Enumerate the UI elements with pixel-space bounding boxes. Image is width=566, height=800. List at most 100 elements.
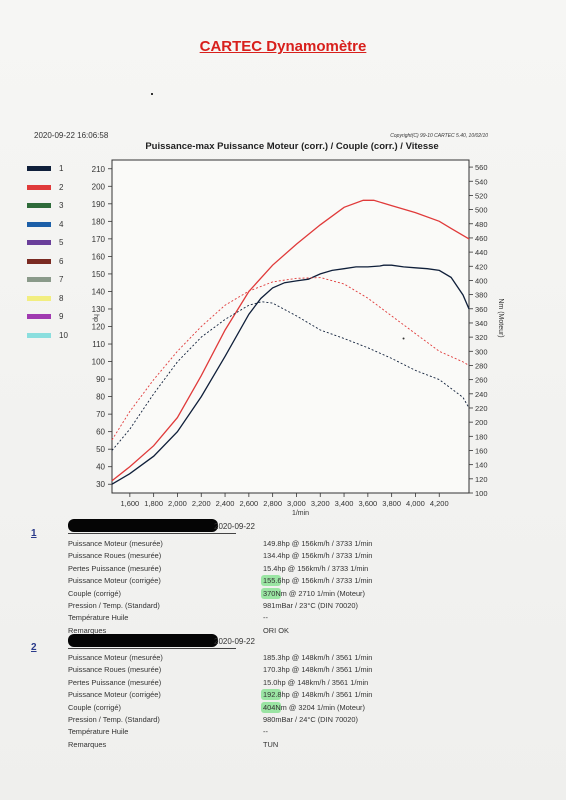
x-tick-label: 2,000 — [168, 499, 187, 508]
result-value: 170.3hp @ 148km/h / 3561 1/min — [263, 665, 373, 675]
result-value: 149.8hp @ 156km/h / 3733 1/min — [263, 539, 373, 548]
result-label: Pression / Temp. (Standard) — [68, 601, 160, 610]
result-label: Puissance Moteur (mesurée) — [68, 653, 163, 662]
y-left-tick-label: 40 — [96, 463, 105, 472]
result-row: Pertes Puissance (mesurée) 15.4hp @ 156km… — [68, 564, 488, 575]
y-left-axis-label: hp — [92, 314, 99, 322]
y-left-tick-label: 180 — [92, 217, 106, 226]
y-right-tick-label: 520 — [475, 191, 488, 200]
result-value: 155.6hp @ 156km/h / 3733 1/min — [263, 576, 373, 586]
legend-label: 2 — [59, 182, 64, 192]
plot-speck — [402, 337, 405, 340]
result-label: Remarques — [68, 625, 107, 635]
y-right-axis-label: Nm (Moteur) — [497, 298, 504, 337]
y-right-tick-label: 440 — [475, 248, 488, 257]
result-row: Puissance Moteur (mesurée) 185.3hp @ 148k… — [68, 653, 488, 664]
legend-swatch — [27, 314, 51, 319]
y-left-tick-label: 160 — [92, 252, 106, 261]
marker-highlight — [261, 701, 281, 713]
legend-label: 3 — [59, 201, 64, 210]
legend-swatch — [27, 184, 51, 190]
run-1-divider — [68, 533, 236, 534]
run-2-date: 2020-09-22 — [214, 637, 255, 646]
result-value: 192.8hp @ 148km/h / 3561 1/min — [263, 690, 373, 700]
y-right-tick-label: 140 — [475, 461, 488, 470]
legend-label: 8 — [59, 293, 64, 303]
result-label: Pertes Puissance (mesurée) — [68, 563, 162, 573]
y-left-tick-label: 70 — [96, 410, 105, 419]
series-1-power-line — [111, 264, 470, 485]
result-row: Pression / Temp. (Standard) 981mBar / 23°… — [68, 601, 488, 612]
x-tick-label: 3,200 — [311, 499, 330, 508]
series-2-torque-line — [111, 277, 470, 441]
result-value: 15.4hp @ 156km/h / 3733 1/min — [263, 563, 369, 573]
y-right-tick-label: 220 — [475, 404, 488, 413]
x-tick-label: 3,600 — [358, 499, 377, 508]
result-label: Puissance Moteur (corrigée) — [68, 690, 161, 700]
software-copyright: Copyright(C) 99-10 CARTEC 5.40, 10/02/10 — [390, 133, 488, 139]
legend-label: 6 — [59, 256, 64, 266]
series-1-torque-line — [111, 301, 470, 451]
legend-label: 1 — [59, 164, 64, 173]
result-row: Température Huile -- — [68, 613, 488, 624]
legend-swatch — [27, 240, 51, 245]
result-label: Puissance Roues (mesurée) — [68, 665, 162, 675]
x-tick-label: 2,600 — [239, 499, 258, 508]
marker-highlight — [261, 575, 281, 587]
result-value: 404Nm @ 3204 1/min (Moteur) — [263, 702, 365, 712]
result-row: Température Huile -- — [68, 727, 488, 738]
y-left-tick-label: 50 — [96, 445, 105, 454]
y-right-tick-label: 280 — [475, 361, 488, 370]
result-row: Couple (corrigé) 404Nm @ 3204 1/min (Mote… — [68, 703, 488, 714]
result-row: Pertes Puissance (mesurée) 15.0hp @ 148km… — [68, 678, 488, 689]
x-tick-label: 2,200 — [192, 499, 211, 508]
y-left-tick-label: 140 — [92, 287, 106, 296]
x-tick-label: 1,800 — [144, 499, 163, 508]
legend-label: 5 — [59, 238, 64, 247]
legend-swatch — [27, 166, 51, 171]
result-value: -- — [263, 727, 268, 737]
legend-swatch — [27, 203, 51, 208]
y-right-tick-label: 180 — [475, 432, 488, 441]
y-right-tick-label: 120 — [475, 475, 488, 484]
y-right-tick-label: 460 — [475, 234, 488, 243]
run-2-number: 2 — [31, 642, 37, 653]
y-right-tick-label: 260 — [475, 376, 488, 385]
result-value: -- — [263, 613, 268, 623]
result-label: Température Huile — [68, 613, 129, 623]
y-right-tick-label: 340 — [475, 319, 488, 328]
y-left-tick-label: 80 — [96, 393, 105, 402]
y-right-tick-label: 160 — [475, 446, 488, 455]
y-right-tick-label: 400 — [475, 276, 488, 285]
y-right-tick-label: 420 — [475, 262, 488, 271]
paper-speck — [151, 93, 153, 95]
run-1-number: 1 — [31, 528, 37, 539]
result-label: Pertes Puissance (mesurée) — [68, 677, 162, 687]
result-row: Couple (corrigé) 370Nm @ 2710 1/min (Mote… — [68, 589, 488, 600]
result-value: 134.4hp @ 156km/h / 3733 1/min — [263, 551, 373, 561]
y-left-tick-label: 150 — [92, 270, 106, 279]
y-left-tick-label: 130 — [92, 305, 106, 314]
result-row: Remarques TUN — [68, 740, 488, 751]
result-row: Puissance Moteur (corrigée) 155.6hp @ 156… — [68, 576, 488, 587]
result-row: Puissance Moteur (mesurée) 149.8hp @ 156k… — [68, 539, 488, 550]
y-right-tick-label: 500 — [475, 206, 488, 215]
result-row: Puissance Roues (mesurée) 170.3hp @ 148km… — [68, 665, 488, 676]
y-left-tick-label: 120 — [92, 323, 106, 332]
result-value: ORI OK — [263, 625, 289, 635]
legend-label: 10 — [59, 330, 68, 340]
result-label: Puissance Moteur (corrigée) — [68, 576, 161, 586]
x-tick-label: 1,600 — [120, 499, 139, 508]
result-value: 15.0hp @ 148km/h / 3561 1/min — [263, 677, 369, 687]
result-row: Puissance Roues (mesurée) 134.4hp @ 156km… — [68, 551, 488, 562]
x-tick-label: 3,800 — [382, 499, 401, 508]
result-row: Pression / Temp. (Standard) 980mBar / 24°… — [68, 715, 488, 726]
y-left-tick-label: 190 — [92, 200, 106, 209]
y-right-tick-label: 240 — [475, 390, 488, 399]
run-2-divider — [68, 648, 236, 649]
y-right-tick-label: 560 — [475, 163, 488, 172]
series-2-power-line — [111, 199, 470, 482]
y-right-tick-label: 540 — [475, 177, 488, 186]
y-right-tick-label: 100 — [475, 489, 488, 498]
